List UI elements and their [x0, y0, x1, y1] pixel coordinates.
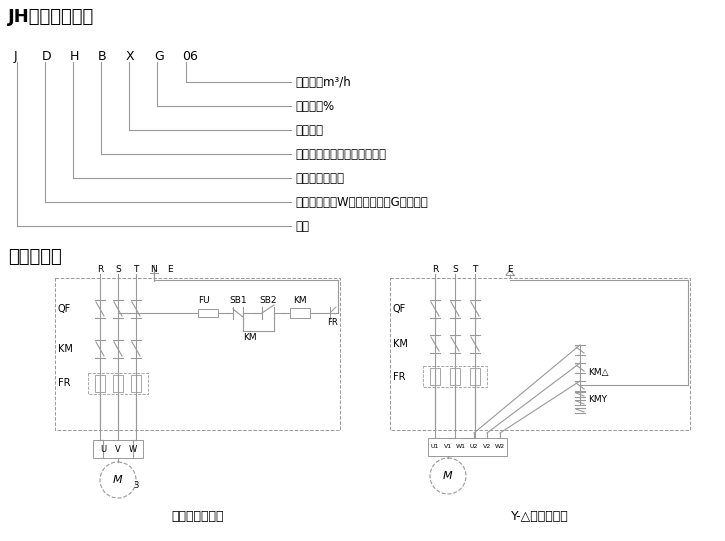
Text: SB2: SB2: [260, 296, 277, 305]
Text: KM: KM: [293, 296, 307, 305]
Text: M: M: [443, 471, 453, 481]
Text: 显热回收: 显热回收: [295, 123, 323, 136]
Text: 表示带表冷器，不带时不标注: 表示带表冷器，不带时不标注: [295, 148, 386, 161]
Text: KMY: KMY: [588, 395, 607, 405]
Text: T: T: [472, 265, 478, 274]
Text: W1: W1: [456, 445, 466, 450]
Text: KM△: KM△: [588, 367, 608, 377]
Text: FR: FR: [58, 379, 70, 388]
Text: G: G: [154, 50, 164, 63]
Text: M: M: [113, 475, 123, 485]
Text: H: H: [70, 50, 79, 63]
Bar: [470, 368, 480, 385]
Text: V2: V2: [483, 445, 491, 450]
Text: D: D: [42, 50, 51, 63]
Text: X: X: [126, 50, 135, 63]
Text: S: S: [452, 265, 458, 274]
Text: 金属: 金属: [295, 220, 309, 233]
Bar: [428, 438, 507, 456]
Bar: [430, 368, 440, 385]
Text: KM: KM: [393, 339, 408, 349]
Text: J: J: [14, 50, 17, 63]
Text: R: R: [432, 265, 438, 274]
Text: W2: W2: [495, 445, 505, 450]
Circle shape: [430, 458, 466, 494]
Text: KM: KM: [243, 333, 257, 342]
Text: Y-△起动原理图: Y-△起动原理图: [511, 510, 569, 523]
Text: QF: QF: [58, 304, 71, 314]
Text: U: U: [100, 445, 106, 453]
Text: W: W: [129, 445, 137, 453]
Text: T: T: [133, 265, 138, 274]
Bar: [55, 278, 340, 430]
Text: 直接起动原理图: 直接起动原理图: [171, 510, 224, 523]
Text: N: N: [151, 265, 157, 274]
Text: KM: KM: [58, 344, 73, 354]
Text: FR: FR: [328, 318, 339, 327]
Bar: [290, 308, 310, 318]
Bar: [450, 368, 460, 385]
Text: U1: U1: [431, 445, 439, 450]
Text: 电器接线图: 电器接线图: [8, 248, 62, 266]
Bar: [198, 309, 218, 317]
Text: 高效回收%: 高效回收%: [295, 100, 334, 113]
Text: V1: V1: [444, 445, 452, 450]
Text: B: B: [98, 50, 107, 63]
Text: 表示吸顶式，W表示外挂式，G表示柜式: 表示吸顶式，W表示外挂式，G表示柜式: [295, 195, 428, 208]
Text: JH系列型号命名: JH系列型号命名: [8, 8, 94, 26]
Text: 额定风量m³/h: 额定风量m³/h: [295, 76, 351, 89]
Text: 节能新风换气机: 节能新风换气机: [295, 171, 344, 184]
Text: E: E: [507, 265, 513, 274]
Text: SB1: SB1: [229, 296, 246, 305]
Text: 06: 06: [182, 50, 198, 63]
Bar: [131, 375, 141, 392]
Text: S: S: [115, 265, 121, 274]
Bar: [113, 375, 123, 392]
Text: U2: U2: [470, 445, 478, 450]
Text: V: V: [115, 445, 121, 453]
Text: E: E: [167, 265, 173, 274]
Text: R: R: [97, 265, 103, 274]
Bar: [93, 440, 143, 458]
Text: FU: FU: [198, 296, 210, 305]
Bar: [95, 375, 105, 392]
Text: QF: QF: [393, 304, 406, 314]
Bar: [423, 366, 487, 387]
Text: FR: FR: [393, 372, 405, 381]
Bar: [88, 373, 148, 394]
Bar: [390, 278, 690, 430]
Circle shape: [100, 462, 136, 498]
Text: 3: 3: [133, 480, 138, 490]
